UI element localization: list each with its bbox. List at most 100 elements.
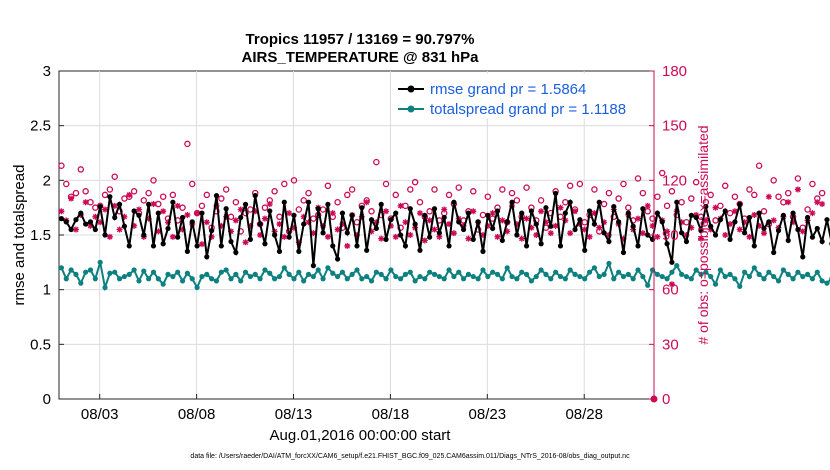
possible-obs-point bbox=[537, 197, 545, 204]
y-axis-label: rmse and totalspread bbox=[11, 165, 28, 306]
possible-obs-point bbox=[707, 191, 714, 199]
assimilated-obs-point bbox=[344, 242, 351, 249]
totalspread-point bbox=[417, 273, 423, 280]
totalspread-point bbox=[146, 276, 152, 282]
totalspread-point bbox=[339, 269, 346, 275]
assimilated-obs-point bbox=[179, 226, 186, 233]
assimilated-obs-point bbox=[441, 206, 448, 213]
x-tick-label: 08/28 bbox=[565, 406, 603, 423]
assimilated-obs-point bbox=[746, 233, 753, 240]
totalspread-point bbox=[320, 276, 326, 282]
totalspread-point bbox=[63, 276, 69, 282]
rmse-point bbox=[83, 221, 89, 227]
totalspread-point bbox=[92, 276, 98, 282]
rmse-point bbox=[431, 206, 438, 212]
assimilated-obs-point bbox=[436, 233, 443, 240]
assimilated-obs-point bbox=[683, 232, 690, 238]
totalspread-point bbox=[611, 276, 617, 282]
assimilated-obs-point bbox=[295, 239, 302, 246]
possible-obs-point bbox=[198, 202, 206, 210]
rmse-point bbox=[58, 216, 65, 222]
rmse-point bbox=[480, 248, 486, 254]
totalspread-point bbox=[315, 267, 321, 273]
assimilated-obs-point bbox=[421, 237, 428, 244]
assimilated-obs-point bbox=[135, 206, 142, 213]
totalspread-point bbox=[451, 273, 457, 280]
totalspread-point bbox=[301, 278, 307, 284]
possible-obs-point bbox=[755, 162, 763, 170]
totalspread-point bbox=[368, 278, 375, 284]
totalspread-point bbox=[470, 273, 476, 280]
totalspread-point bbox=[485, 273, 491, 280]
totalspread-point bbox=[296, 269, 302, 275]
totalspread-point bbox=[393, 273, 399, 280]
possible-obs-point bbox=[232, 198, 240, 206]
totalspread-point bbox=[310, 273, 316, 280]
possible-obs-point bbox=[218, 195, 225, 202]
possible-obs-point bbox=[368, 208, 375, 215]
rmse-point bbox=[751, 243, 757, 249]
totalspread-point bbox=[427, 269, 433, 275]
totalspread-point bbox=[97, 259, 103, 265]
rmse-point bbox=[640, 206, 646, 212]
totalspread-point bbox=[640, 273, 646, 280]
totalspread-point bbox=[87, 267, 94, 273]
rmse-point bbox=[771, 249, 777, 256]
rmse-point bbox=[296, 248, 302, 254]
assimilated-obs-point bbox=[174, 202, 181, 209]
assimilated-obs-point bbox=[232, 217, 239, 224]
rmse-point bbox=[354, 243, 360, 249]
chart-title-line-1: Tropics 11957 / 13169 = 90.797% bbox=[246, 31, 475, 48]
x-axis: 08/03 08/08 08/13 08/18 08/23 08/28 bbox=[81, 394, 603, 423]
rmse-point bbox=[305, 199, 312, 205]
possible-obs-point bbox=[295, 206, 303, 213]
assimilated-obs-point bbox=[770, 217, 777, 224]
possible-obs-point bbox=[222, 186, 230, 193]
rmse-point bbox=[577, 217, 583, 223]
totalspread-point bbox=[727, 271, 733, 277]
possible-obs-point bbox=[523, 184, 530, 191]
rmse-point bbox=[199, 210, 205, 216]
rmse-point bbox=[359, 205, 365, 211]
assimilated-obs-point bbox=[160, 208, 167, 215]
possible-obs-point bbox=[150, 177, 157, 184]
possible-obs-point bbox=[508, 189, 516, 197]
totalspread-point bbox=[272, 276, 278, 282]
assimilated-obs-point bbox=[581, 226, 588, 233]
totalspread-point bbox=[688, 276, 694, 282]
possible-obs-point bbox=[305, 189, 312, 197]
y-tick-label: 0.5 bbox=[30, 336, 51, 353]
totalspread-point bbox=[708, 273, 714, 280]
rmse-point bbox=[136, 212, 142, 218]
possible-obs-point bbox=[411, 178, 419, 186]
possible-obs-point bbox=[382, 180, 390, 188]
totalspread-point bbox=[184, 270, 190, 276]
possible-obs-point bbox=[281, 180, 288, 188]
totalspread-point bbox=[102, 284, 108, 291]
possible-obs-point bbox=[751, 191, 758, 199]
totalspread-point bbox=[412, 278, 418, 284]
rmse-point bbox=[112, 214, 118, 221]
rmse-point bbox=[698, 228, 704, 234]
rmse-point bbox=[485, 212, 491, 218]
assimilated-obs-point bbox=[668, 281, 675, 288]
rmse-point bbox=[654, 210, 660, 216]
totalspread-point bbox=[824, 280, 830, 286]
y-tick-label: 1 bbox=[43, 282, 51, 299]
totalspread-point bbox=[669, 269, 675, 275]
totalspread-point bbox=[591, 265, 598, 271]
possible-obs-point bbox=[654, 193, 661, 200]
possible-obs-point bbox=[455, 184, 462, 191]
rmse-point bbox=[175, 234, 181, 240]
rmse-point bbox=[218, 243, 224, 249]
assimilated-obs-point bbox=[121, 213, 128, 220]
totalspread-point bbox=[567, 267, 573, 273]
rmse-point bbox=[320, 230, 326, 236]
totalspread-point bbox=[281, 265, 287, 271]
totalspread-point bbox=[780, 267, 786, 273]
totalspread-point bbox=[625, 271, 631, 277]
assimilated-obs-point bbox=[58, 208, 65, 215]
assimilated-obs-point bbox=[707, 226, 714, 233]
rmse-point bbox=[548, 223, 554, 229]
rmse-point bbox=[92, 226, 98, 233]
